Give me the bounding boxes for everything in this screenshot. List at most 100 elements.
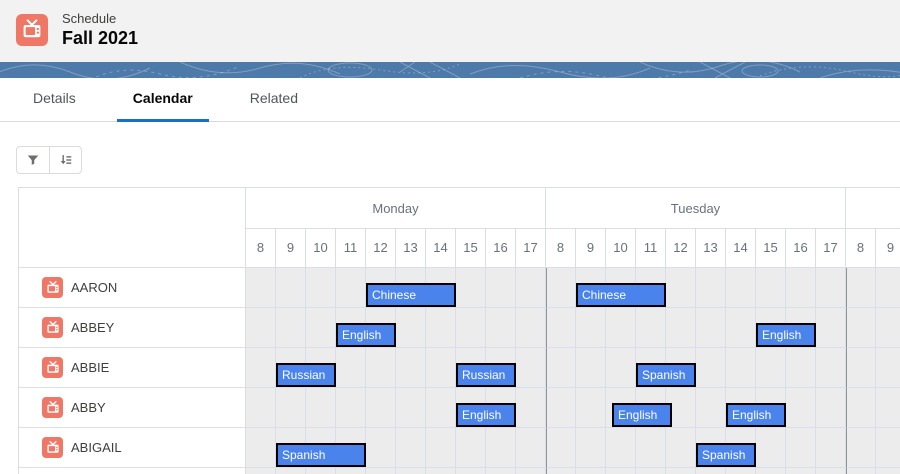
hour-label: 13 <box>696 229 726 267</box>
schedule-cell <box>846 468 876 474</box>
schedule-cell <box>666 268 696 308</box>
schedule-cell <box>786 348 816 388</box>
hour-label: 8 <box>546 229 576 267</box>
day-label: Monday <box>246 188 546 229</box>
entity-label: Schedule <box>62 11 117 26</box>
event-block[interactable]: English <box>756 323 816 347</box>
schedule-cell <box>876 388 900 428</box>
tv-icon <box>46 400 59 413</box>
row-hour-cells <box>246 468 900 474</box>
schedule-cell <box>246 468 276 474</box>
schedule-cell <box>246 268 276 308</box>
hour-label: 15 <box>456 229 486 267</box>
hour-label: 14 <box>426 229 456 267</box>
schedule-cell <box>696 468 726 474</box>
schedule-cell <box>306 388 336 428</box>
schedule-cell <box>246 388 276 428</box>
schedule-cell <box>516 308 546 348</box>
schedule-cell <box>486 308 516 348</box>
event-block[interactable]: Chinese <box>366 283 456 307</box>
grid-header: Monday 8 9 10 11 12 13 14 15 16 17 Tuesday 8 9 10 11 12 1… <box>19 188 900 268</box>
schedule-cell <box>816 468 846 474</box>
resource-name-cell: ABBY <box>19 388 246 428</box>
schedule-cell <box>666 468 696 474</box>
event-block[interactable]: Spanish <box>276 443 366 467</box>
schedule-cell <box>846 308 876 348</box>
schedule-cell <box>396 348 426 388</box>
schedule-cell <box>486 268 516 308</box>
schedule-cell <box>876 348 900 388</box>
day-column: Monday 8 9 10 11 12 13 14 15 16 17 <box>246 188 546 268</box>
schedule-cell <box>396 308 426 348</box>
schedule-cell <box>366 468 396 474</box>
schedule-cell <box>246 348 276 388</box>
event-block[interactable]: English <box>726 403 786 427</box>
schedule-cell <box>336 468 366 474</box>
schedule-cell <box>846 388 876 428</box>
resource-name: ABBY <box>71 400 106 415</box>
schedule-cell <box>546 308 576 348</box>
hour-label: 13 <box>396 229 426 267</box>
schedule-cell <box>456 468 486 474</box>
hour-labels-row: 8 9 10 11 12 13 14 15 16 17 <box>546 229 846 268</box>
grid-header-spacer <box>19 188 246 268</box>
schedule-cell <box>696 268 726 308</box>
resource-name: ABBIE <box>71 360 110 375</box>
event-block[interactable]: Spanish <box>636 363 696 387</box>
schedule-cell <box>846 428 876 468</box>
schedule-cell <box>276 308 306 348</box>
hour-label: 15 <box>756 229 786 267</box>
event-block[interactable]: Spanish <box>696 443 756 467</box>
filter-funnel-icon <box>27 155 39 165</box>
schedule-row: ABIGAIL Spanish Spanish <box>19 428 900 468</box>
schedule-cell <box>816 308 846 348</box>
resource-name: ABBEY <box>71 320 115 335</box>
row-hour-cells: Spanish Spanish <box>246 428 900 468</box>
schedule-cell <box>576 428 606 468</box>
event-block[interactable]: Chinese <box>576 283 666 307</box>
schedule-cell <box>486 428 516 468</box>
schedule-cell <box>516 388 546 428</box>
schedule-row <box>19 468 900 474</box>
schedule-cell <box>546 348 576 388</box>
schedule-cell <box>426 428 456 468</box>
hour-label: 8 <box>246 229 276 267</box>
schedule-cell <box>516 428 546 468</box>
filter-button[interactable] <box>16 146 49 174</box>
event-block[interactable]: English <box>456 403 516 427</box>
schedule-cell <box>756 468 786 474</box>
schedule-cell <box>666 308 696 348</box>
schedule-cell <box>246 428 276 468</box>
schedule-cell <box>456 428 486 468</box>
tab-details[interactable]: Details <box>33 90 76 106</box>
hour-label: 12 <box>666 229 696 267</box>
tab-related[interactable]: Related <box>249 90 298 106</box>
schedule-cell <box>696 348 726 388</box>
schedule-cell <box>246 308 276 348</box>
sort-button[interactable] <box>49 146 82 174</box>
tv-icon <box>46 280 59 293</box>
event-block[interactable]: English <box>612 403 672 427</box>
schedule-cell <box>546 388 576 428</box>
event-block[interactable]: English <box>336 323 396 347</box>
tv-icon <box>46 360 59 373</box>
hour-label: 9 <box>876 229 900 267</box>
schedule-cell <box>666 428 696 468</box>
hour-label: 9 <box>576 229 606 267</box>
schedule-cell <box>516 348 546 388</box>
schedule-cell <box>546 468 576 474</box>
resource-name-cell: AARON <box>19 268 246 308</box>
schedule-cell <box>426 468 456 474</box>
event-block[interactable]: Russian <box>456 363 516 387</box>
schedule-cell <box>876 308 900 348</box>
schedule-cell <box>456 308 486 348</box>
schedule-cell <box>276 468 306 474</box>
event-block[interactable]: Russian <box>276 363 336 387</box>
tab-calendar[interactable]: Calendar <box>116 78 209 122</box>
schedule-cell <box>816 388 846 428</box>
resource-name-cell: ABIGAIL <box>19 428 246 468</box>
schedule-cell <box>546 428 576 468</box>
hour-label: 10 <box>606 229 636 267</box>
schedule-cell <box>576 308 606 348</box>
